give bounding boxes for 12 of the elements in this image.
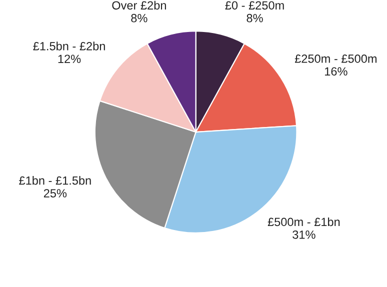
slice-label: £500m - £1bn xyxy=(268,217,340,226)
data-label: 25% xyxy=(44,189,67,198)
data-label: 8% xyxy=(246,14,263,22)
slice-label: £0 - £250m xyxy=(225,1,284,10)
slice-label: £1.5bn - £2bn xyxy=(33,42,105,50)
data-label: 16% xyxy=(325,67,348,76)
slice-label: Over £2bn xyxy=(112,0,166,10)
slice-label: £250m - £500m xyxy=(294,54,376,63)
data-label: 31% xyxy=(292,230,316,239)
data-label: 8% xyxy=(131,14,148,22)
data-label: 12% xyxy=(58,54,81,64)
slice-label: £1bn - £1.5bn xyxy=(19,176,91,185)
